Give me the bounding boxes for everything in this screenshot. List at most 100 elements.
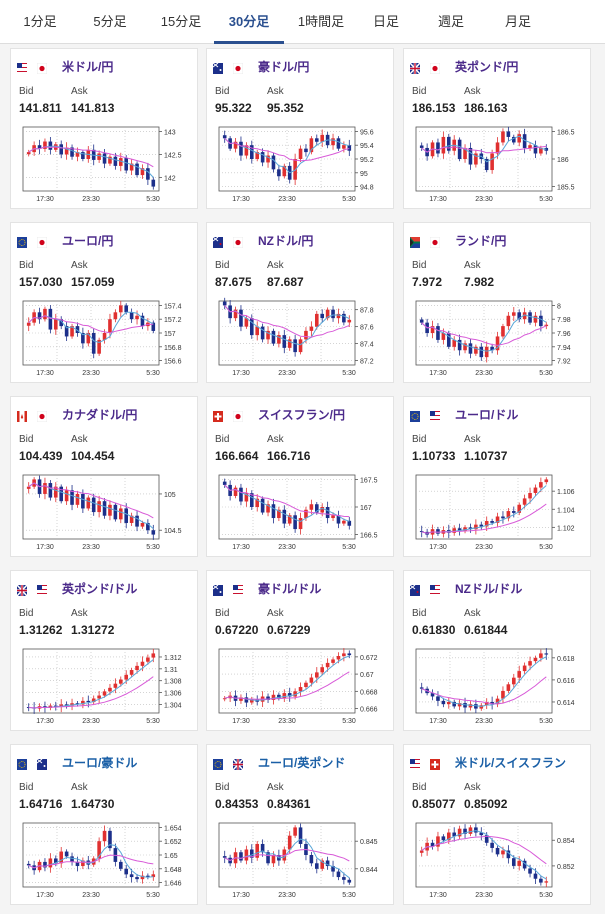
pair-name[interactable]: ユーロ/円 — [62, 233, 114, 248]
pair-name[interactable]: 英ポンド/円 — [455, 59, 519, 74]
pair-title[interactable]: ユーロ/円 — [17, 232, 113, 248]
eu-flag-icon — [410, 409, 430, 422]
pair-title[interactable]: カナダドル/円 — [17, 406, 137, 422]
rate-card[interactable]: 豪ドル/ドル Bid Ask 0.67220 0.67229 0.672 0.67 0.668… — [206, 570, 394, 731]
candle-body — [287, 515, 292, 524]
pair-title[interactable]: 米ドル/スイスフラン — [410, 754, 566, 770]
jp-flag-icon — [36, 235, 57, 248]
rate-card[interactable]: ユーロ/円 Bid Ask 157.030 157.059 157.4 157.2 157 15… — [10, 222, 198, 383]
candle-body — [266, 504, 270, 513]
pair-name[interactable]: カナダドル/円 — [62, 407, 138, 422]
pair-name[interactable]: ユーロ/英ポンド — [258, 755, 346, 770]
candle-body — [342, 520, 346, 524]
pair-name[interactable]: ランド/円 — [455, 233, 507, 248]
candle-body — [239, 852, 243, 861]
candle-body — [517, 504, 522, 513]
candle-body — [474, 704, 478, 709]
tab-2[interactable]: 15分足 — [160, 14, 202, 29]
candle-body — [266, 696, 270, 700]
candle-body — [244, 849, 249, 861]
tab-6[interactable]: 週足 — [437, 14, 464, 29]
pair-title[interactable]: NZドル/ドル — [409, 580, 523, 596]
rate-card[interactable]: 英ポンド/ドル Bid Ask 1.31262 1.31272 1.312 1.31 1.30… — [10, 570, 198, 731]
candle-body — [118, 305, 123, 313]
tab-5[interactable]: 日足 — [372, 14, 399, 29]
candle-body — [314, 313, 319, 327]
candle-body — [501, 690, 505, 699]
candle-body — [441, 333, 446, 340]
price-chart: 157.4 157.2 157 156.8 156.6 17:30 23:30 5:30 — [22, 300, 182, 377]
rate-card[interactable]: 米ドル/円 Bid Ask 141.811 141.813 143 142.5 142 17:3… — [10, 48, 198, 209]
pair-title[interactable]: 豪ドル/円 — [212, 58, 310, 74]
flag-pair-icon — [17, 235, 57, 248]
candle-body — [304, 509, 308, 519]
candle-body — [506, 315, 511, 327]
pair-name[interactable]: ユーロ/豪ドル — [62, 755, 138, 770]
pair-title[interactable]: 豪ドル/ドル — [212, 580, 322, 596]
rate-card[interactable]: 米ドル/スイスフラン Bid Ask 0.85077 0.85092 0.854 0.852… — [403, 744, 591, 905]
tab-4[interactable]: 1時間足 — [297, 14, 345, 29]
x-tick-label: 17:30 — [232, 718, 250, 725]
bid-value: 0.67220 — [215, 623, 259, 637]
pair-title[interactable]: ランド/円 — [410, 232, 506, 248]
rate-card[interactable]: 豪ドル/円 Bid Ask 95.322 95.352 95.6 95.4 95.2 95 94.… — [206, 48, 394, 209]
ca-flag-icon — [17, 409, 37, 422]
pair-title[interactable]: NZドル/円 — [212, 232, 314, 248]
x-tick-label: 17:30 — [429, 892, 447, 899]
pair-name[interactable]: NZドル/円 — [258, 233, 314, 248]
x-tick-label: 23:30 — [278, 196, 296, 203]
rate-card[interactable]: ユーロ/英ポンド Bid Ask 0.84353 0.84361 0.845 0.844 17… — [206, 744, 394, 905]
rate-card[interactable]: NZドル/ドル Bid Ask 0.61830 0.61844 0.618 0.616 0.6… — [403, 570, 591, 731]
pair-name[interactable]: スイスフラン/円 — [258, 407, 345, 422]
bid-value: 157.030 — [19, 275, 63, 289]
x-tick-label: 5:30 — [342, 892, 356, 899]
tab-3[interactable]: 30分足 — [214, 0, 284, 44]
pair-title[interactable]: 英ポンド/ドル — [16, 580, 138, 597]
rate-card[interactable]: ユーロ/ドル Bid Ask 1.10733 1.10737 1.106 1.104 1.10… — [403, 396, 591, 557]
candle-body — [43, 861, 47, 868]
ma-long-line — [28, 146, 154, 168]
pair-name[interactable]: 豪ドル/ドル — [258, 581, 322, 596]
tab-0[interactable]: 1分足 — [23, 14, 57, 29]
pair-title[interactable]: 米ドル/円 — [17, 58, 113, 74]
x-tick-label: 5:30 — [342, 718, 356, 725]
pair-name[interactable]: 英ポンド/ドル — [62, 581, 138, 596]
pair-title[interactable]: ユーロ/ドル — [410, 406, 518, 422]
candle-body — [298, 687, 303, 692]
x-tick-label: 17:30 — [429, 196, 447, 203]
pair-title[interactable]: スイスフラン/円 — [213, 406, 345, 422]
candle-body — [222, 301, 227, 306]
candle-body — [441, 136, 446, 154]
eu-flag-icon — [213, 757, 233, 770]
rate-card[interactable]: スイスフラン/円 Bid Ask 166.664 166.716 167.5 167 166.… — [206, 396, 394, 557]
ask-label: Ask — [71, 608, 88, 619]
candle-body — [97, 841, 101, 859]
pair-name[interactable]: 米ドル/円 — [62, 59, 114, 74]
pair-name[interactable]: NZドル/ドル — [455, 581, 523, 596]
pair-title[interactable]: ユーロ/英ポンド — [213, 754, 346, 771]
pair-title[interactable]: 英ポンド/円 — [409, 58, 519, 75]
pair-name[interactable]: 米ドル/スイスフラン — [455, 755, 566, 770]
candle-body — [522, 312, 527, 320]
plot-frame — [415, 474, 553, 540]
candle-body — [347, 520, 352, 526]
rate-card[interactable]: 英ポンド/円 Bid Ask 186.153 186.163 186.5 186 185.5 1… — [403, 48, 591, 209]
tab-1[interactable]: 5分足 — [93, 14, 127, 29]
price-chart: 0.845 0.844 17:30 23:30 5:30 — [218, 822, 378, 899]
bid-label: Bid — [215, 86, 230, 97]
tab-7[interactable]: 月足 — [504, 14, 531, 29]
rate-card[interactable]: NZドル/円 Bid Ask 87.675 87.687 87.8 87.6 87.4 87.2… — [206, 222, 394, 383]
rate-card[interactable]: ランド/円 Bid Ask 7.972 7.982 8 7.98 7.96 7.94 7.92 17… — [403, 222, 591, 383]
pair-title[interactable]: ユーロ/豪ドル — [17, 754, 137, 770]
candle-body — [244, 318, 249, 327]
pair-name[interactable]: 豪ドル/円 — [258, 59, 310, 74]
candle-body — [249, 849, 254, 858]
rate-card[interactable]: ユーロ/豪ドル Bid Ask 1.64716 1.64730 1.654 1.652 1.6… — [10, 744, 198, 905]
rate-card[interactable]: カナダドル/円 Bid Ask 104.439 104.454 105 104.5 17:30… — [10, 396, 198, 557]
ask-value: 157.059 — [71, 275, 115, 289]
candle-body — [59, 851, 64, 864]
candle-body — [331, 515, 335, 519]
bid-label: Bid — [215, 782, 230, 793]
pair-name[interactable]: ユーロ/ドル — [455, 407, 519, 422]
candle-body — [222, 856, 227, 858]
